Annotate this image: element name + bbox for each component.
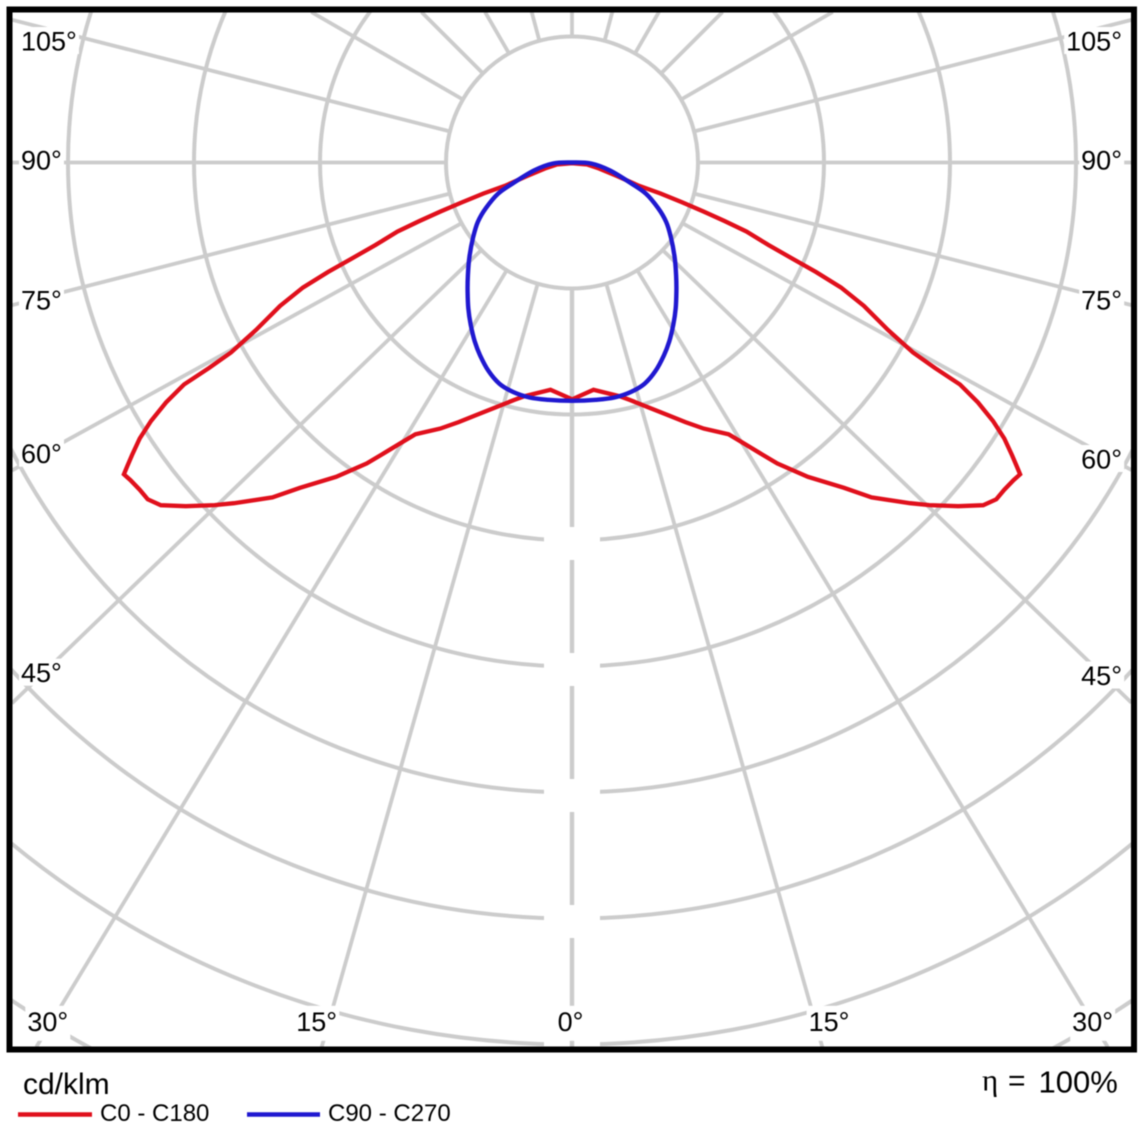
svg-text:C90 - C270: C90 - C270 bbox=[328, 1100, 451, 1127]
svg-text:60°: 60° bbox=[1081, 444, 1122, 474]
svg-text:90°: 90° bbox=[1081, 145, 1122, 175]
svg-text:105°: 105° bbox=[1066, 26, 1122, 56]
svg-text:0°: 0° bbox=[558, 1007, 584, 1037]
svg-text:60°: 60° bbox=[21, 439, 62, 469]
svg-text:30°: 30° bbox=[27, 1007, 68, 1037]
svg-text:15°: 15° bbox=[296, 1007, 337, 1037]
svg-text:30°: 30° bbox=[1072, 1007, 1113, 1037]
svg-text:45°: 45° bbox=[21, 658, 62, 688]
svg-text:100%: 100% bbox=[1039, 1065, 1118, 1100]
svg-text:75°: 75° bbox=[1081, 285, 1122, 315]
svg-text:cd/klm: cd/klm bbox=[23, 1068, 110, 1101]
svg-text:105°: 105° bbox=[21, 26, 77, 56]
svg-text:45°: 45° bbox=[1081, 661, 1122, 691]
svg-text:=: = bbox=[1008, 1065, 1026, 1098]
svg-text:75°: 75° bbox=[21, 285, 62, 315]
svg-text:η: η bbox=[982, 1063, 998, 1098]
svg-text:C0 - C180: C0 - C180 bbox=[100, 1100, 209, 1127]
svg-text:15°: 15° bbox=[809, 1007, 850, 1037]
svg-text:90°: 90° bbox=[21, 145, 62, 175]
